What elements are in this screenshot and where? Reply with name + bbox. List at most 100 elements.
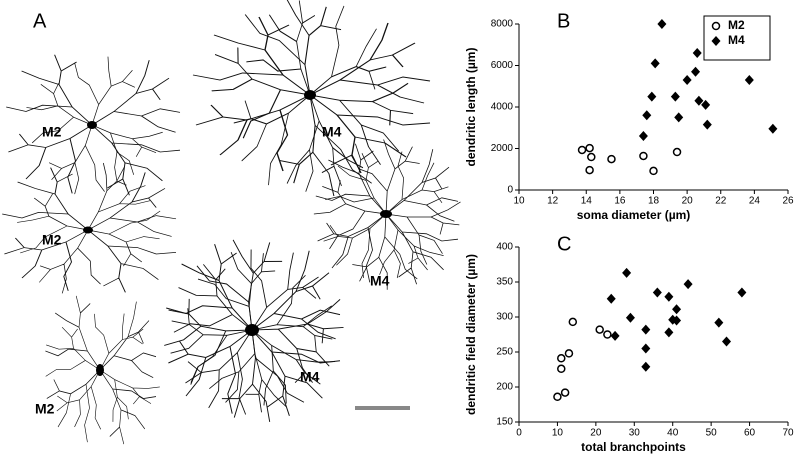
point xyxy=(691,66,701,77)
point xyxy=(701,99,711,110)
x-tick-label: 24 xyxy=(749,196,761,207)
point xyxy=(650,58,660,69)
point xyxy=(603,330,612,339)
cell-label: M2 xyxy=(35,401,55,417)
point xyxy=(642,110,652,121)
x-tick-label: 12 xyxy=(547,196,559,207)
point xyxy=(768,123,778,134)
point xyxy=(587,152,596,162)
cell-label: M4 xyxy=(300,369,320,385)
x-tick-label: 70 xyxy=(782,428,794,439)
x-tick-label: 18 xyxy=(648,196,660,207)
point xyxy=(622,267,632,278)
x-tick-label: 30 xyxy=(629,428,641,439)
point xyxy=(638,131,648,142)
point xyxy=(560,388,570,397)
cell-label: M4 xyxy=(370,273,390,289)
x-tick-label: 60 xyxy=(744,428,756,439)
point xyxy=(682,75,692,86)
neuron-drawing xyxy=(0,146,179,313)
x-tick-label: 14 xyxy=(581,196,593,207)
cell-label: M2 xyxy=(42,232,62,248)
cell-label: M2 xyxy=(42,124,62,140)
point xyxy=(557,364,566,374)
point xyxy=(711,21,721,31)
point xyxy=(607,154,616,164)
point xyxy=(641,324,651,335)
y-tick-label: 150 xyxy=(496,417,513,428)
point xyxy=(652,287,662,298)
x-tick-label: 10 xyxy=(552,428,564,439)
point xyxy=(568,317,578,327)
legend-label: M4 xyxy=(728,33,745,47)
point xyxy=(714,317,724,328)
point xyxy=(577,145,587,155)
y-tick-label: 300 xyxy=(496,312,513,323)
y-tick-label: 2000 xyxy=(491,143,514,154)
point xyxy=(641,361,651,372)
x-tick-label: 16 xyxy=(614,196,626,207)
x-axis-title: total branchpoints xyxy=(581,440,686,454)
y-tick-label: 4000 xyxy=(491,102,514,113)
panel-label: C xyxy=(557,233,571,255)
point xyxy=(585,143,594,153)
point xyxy=(606,293,616,304)
point xyxy=(564,349,574,358)
point xyxy=(711,36,721,46)
point xyxy=(674,112,684,123)
x-tick-label: 50 xyxy=(706,428,718,439)
point xyxy=(657,19,667,29)
point xyxy=(672,315,682,326)
cell-label: M4 xyxy=(322,124,342,140)
x-tick-label: 40 xyxy=(667,428,679,439)
neuron-drawing xyxy=(5,39,181,212)
y-tick-label: 0 xyxy=(507,185,513,196)
y-tick-label: 8000 xyxy=(491,19,514,30)
point xyxy=(722,336,732,347)
y-tick-label: 6000 xyxy=(491,60,514,71)
point xyxy=(692,48,702,59)
panel-label: B xyxy=(557,10,570,32)
point xyxy=(641,343,651,354)
point xyxy=(664,327,674,338)
x-tick-label: 10 xyxy=(513,196,525,207)
panel-a: A M2 M4 M2 M4 M2 M4 xyxy=(0,0,482,446)
point xyxy=(672,147,682,157)
point xyxy=(639,151,648,161)
x-axis-title: soma diameter (µm) xyxy=(577,208,691,222)
point xyxy=(610,330,620,341)
neuron-drawing xyxy=(291,119,482,310)
neuron-drawing xyxy=(137,215,369,446)
point xyxy=(694,95,704,106)
point xyxy=(625,312,635,323)
point xyxy=(670,91,680,102)
y-tick-label: 200 xyxy=(496,382,513,393)
point xyxy=(649,166,658,176)
panel-label: A xyxy=(33,10,47,32)
point xyxy=(737,287,747,298)
x-tick-label: 20 xyxy=(590,428,602,439)
point xyxy=(557,354,566,363)
x-tick-label: 22 xyxy=(715,196,727,207)
point xyxy=(647,91,657,102)
x-tick-label: 20 xyxy=(682,196,694,207)
y-axis-title: dendritic field diameter (µm) xyxy=(464,254,478,415)
point xyxy=(553,392,562,402)
point xyxy=(672,304,682,315)
point xyxy=(664,291,674,302)
y-axis-title: dendritic length (µm) xyxy=(464,48,478,167)
point xyxy=(702,119,712,130)
legend-label: M2 xyxy=(728,18,745,32)
y-tick-label: 400 xyxy=(496,242,513,253)
point xyxy=(744,75,754,86)
point xyxy=(595,325,604,334)
y-tick-label: 250 xyxy=(496,347,513,358)
y-tick-label: 350 xyxy=(496,277,513,288)
point xyxy=(585,165,594,175)
neuron-drawing xyxy=(181,0,441,223)
x-tick-label: 0 xyxy=(516,428,522,439)
x-tick-label: 26 xyxy=(782,196,794,207)
neuron-drawing xyxy=(29,295,171,445)
point xyxy=(683,279,693,290)
